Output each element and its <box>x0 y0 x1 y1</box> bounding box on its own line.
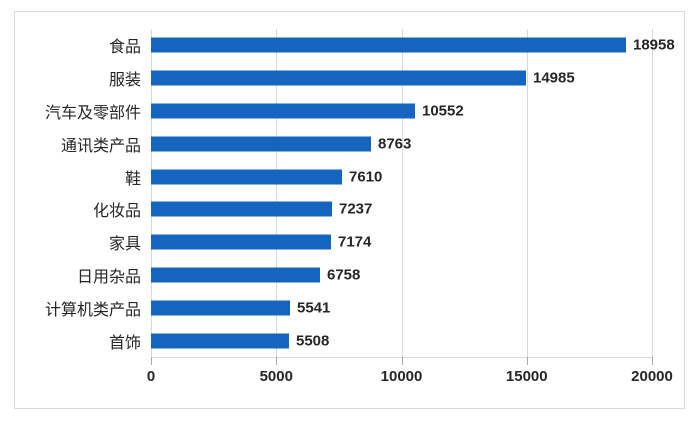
bar <box>151 201 332 217</box>
value-label: 14985 <box>533 69 575 87</box>
x-tick-label: 5000 <box>259 368 293 385</box>
bar-row: 化妆品 7237 <box>15 193 684 226</box>
value-label: 6758 <box>327 266 361 284</box>
value-label: 8763 <box>378 135 412 153</box>
axis-tick <box>151 357 152 365</box>
category-label: 首饰 <box>108 334 141 352</box>
category-label: 计算机类产品 <box>44 301 141 319</box>
gridline <box>401 29 403 357</box>
category-label: 服装 <box>108 72 141 90</box>
category-label: 通讯类产品 <box>60 137 141 155</box>
x-tick-label: 20000 <box>631 368 673 385</box>
bar-row: 服装 14985 <box>15 62 684 95</box>
value-label: 7610 <box>349 168 383 186</box>
bar-row: 计算机类产品 5541 <box>15 291 684 324</box>
bar <box>151 70 526 86</box>
bar-row: 食品 18958 <box>15 29 684 62</box>
gridline <box>151 29 152 357</box>
bar-row: 鞋 7610 <box>15 160 684 193</box>
gridline <box>526 29 528 357</box>
bar <box>151 333 289 349</box>
gridline <box>276 29 278 357</box>
axis-tick <box>652 357 653 365</box>
bar <box>151 267 320 283</box>
bar <box>151 103 415 119</box>
bar-row: 汽车及零部件 10552 <box>15 95 684 128</box>
bar <box>151 234 331 250</box>
category-label: 鞋 <box>124 170 141 188</box>
bar <box>151 169 342 185</box>
category-label: 家具 <box>108 236 141 254</box>
axis-tick <box>401 357 403 365</box>
bar-row: 日用杂品 6758 <box>15 259 684 292</box>
value-label: 7174 <box>338 233 372 251</box>
axis-tick <box>526 357 528 365</box>
gridline <box>652 29 653 357</box>
bar-row: 首饰 5508 <box>15 324 684 357</box>
category-label: 化妆品 <box>92 203 141 221</box>
x-tick-label: 0 <box>146 368 156 385</box>
bar <box>151 136 371 152</box>
bar-row: 家具 7174 <box>15 226 684 259</box>
bar-row: 通讯类产品 8763 <box>15 127 684 160</box>
category-label: 食品 <box>108 39 141 57</box>
chart-frame: 0 5000 10000 15000 20000 食品 18958 服装 14985 汽车及零部件… <box>14 11 685 409</box>
axis-tick <box>276 357 278 365</box>
x-tick-label: 10000 <box>380 368 423 385</box>
value-label: 10552 <box>422 102 464 120</box>
category-label: 日用杂品 <box>76 268 141 286</box>
value-label: 5541 <box>297 299 331 317</box>
bar <box>151 300 290 316</box>
value-label: 5508 <box>296 332 330 350</box>
value-label: 7237 <box>339 200 373 218</box>
plot-area: 0 5000 10000 15000 20000 食品 18958 服装 14985 汽车及零部件… <box>15 12 684 408</box>
value-label: 18958 <box>633 36 675 54</box>
category-label: 汽车及零部件 <box>44 104 141 122</box>
bar <box>151 37 626 53</box>
x-tick-label: 15000 <box>505 368 548 385</box>
